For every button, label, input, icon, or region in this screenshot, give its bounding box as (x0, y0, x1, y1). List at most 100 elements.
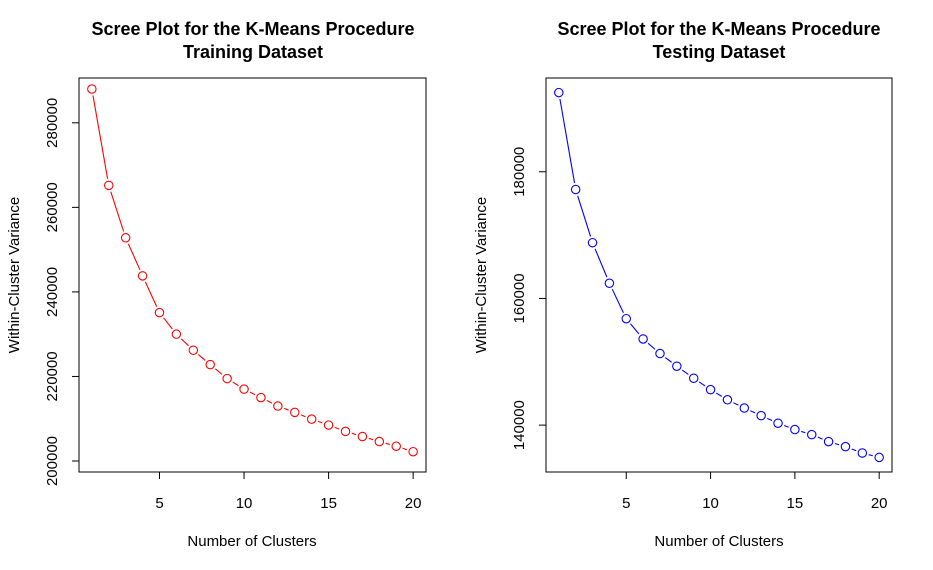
training-series-segment (92, 95, 109, 179)
training-series-segment (180, 338, 189, 347)
training-data-point (120, 233, 131, 243)
training-data-point (340, 426, 351, 437)
testing-series-segment (851, 448, 857, 452)
testing-x-axis: 5 10 15 20 (622, 471, 888, 512)
training-data-point (408, 446, 418, 457)
training-series (87, 84, 418, 457)
training-series-segment (232, 381, 239, 387)
training-y-tick-label: 220000 (44, 351, 61, 401)
training-data-point (87, 84, 97, 94)
training-series-segment (317, 420, 323, 424)
testing-x-tick-label: 15 (787, 495, 804, 512)
testing-series-segment (868, 454, 873, 457)
testing-y-tick-label: 180000 (511, 147, 528, 197)
testing-series-segment (801, 430, 806, 434)
training-series-segment (249, 391, 256, 396)
testing-x-tick-label: 5 (622, 495, 630, 512)
testing-series-segment (630, 323, 640, 335)
training-y-tick-label: 280000 (44, 98, 61, 148)
testing-plot-frame (545, 77, 893, 473)
testing-series-segment (715, 392, 723, 397)
testing-data-point (638, 334, 648, 344)
testing-data-point (840, 441, 851, 452)
training-data-point (137, 271, 148, 281)
training-x-axis: 5 10 15 20 (155, 471, 422, 512)
testing-data-point (739, 403, 750, 413)
training-data-point (154, 307, 165, 318)
testing-data-point (857, 448, 868, 458)
testing-x-tick-label: 10 (702, 495, 719, 512)
training-series-segment (385, 442, 391, 445)
testing-data-point (756, 410, 766, 421)
training-series-segment (214, 368, 223, 375)
training-y-tick-label: 260000 (44, 182, 61, 232)
training-series-segment (334, 426, 340, 430)
testing-series-segment (834, 442, 840, 446)
training-data-point (205, 359, 215, 370)
testing-data-point (688, 373, 699, 384)
testing-data-point (655, 348, 665, 359)
training-series-segment (110, 191, 125, 232)
testing-series-segment (611, 288, 624, 313)
testing-series-segment (664, 357, 672, 363)
training-chart-panel: Scree Plot for the K-Means Procedure Tra… (6, 19, 427, 550)
training-chart-title: Scree Plot for the K-Means Procedure (91, 19, 414, 39)
training-data-point (273, 401, 283, 411)
testing-series-segment (817, 436, 823, 440)
testing-data-point (823, 436, 834, 447)
testing-data-point (705, 384, 716, 395)
testing-y-tick-label: 160000 (511, 273, 528, 323)
training-x-axis-label: Number of Clusters (187, 533, 316, 550)
testing-series-segment (733, 402, 739, 406)
training-series-segment (300, 414, 306, 418)
testing-x-tick-label: 20 (871, 495, 888, 512)
training-x-tick-label: 5 (155, 495, 163, 512)
testing-series-segment (698, 381, 706, 387)
training-data-point (171, 329, 182, 339)
training-plot-frame (78, 77, 427, 473)
testing-y-axis: 140000 160000 180000 (511, 147, 547, 450)
training-series-segment (144, 281, 158, 307)
training-series-segment (283, 407, 289, 411)
training-y-axis-label: Within-Cluster Variance (6, 197, 23, 353)
testing-series-segment (647, 342, 656, 350)
testing-series-segment (559, 98, 576, 184)
training-x-tick-label: 20 (405, 495, 422, 512)
testing-chart-subtitle: Testing Dataset (653, 42, 786, 62)
training-data-point (374, 436, 385, 447)
testing-data-point (773, 418, 783, 428)
testing-series-segment (594, 248, 608, 278)
training-data-point (239, 384, 249, 394)
training-series-segment (351, 432, 357, 436)
testing-data-point (806, 429, 817, 440)
training-x-tick-label: 10 (236, 495, 253, 512)
training-y-tick-label: 200000 (44, 436, 61, 486)
testing-data-point (554, 87, 564, 98)
testing-series-segment (681, 369, 689, 375)
testing-x-axis-label: Number of Clusters (654, 533, 783, 550)
testing-series (554, 87, 884, 463)
testing-data-point (570, 184, 581, 195)
training-data-point (323, 420, 334, 430)
training-data-point (391, 441, 401, 451)
testing-data-point (722, 395, 733, 405)
testing-data-point (621, 313, 632, 324)
training-data-point (306, 414, 317, 424)
training-series-segment (163, 317, 173, 330)
training-series-segment (368, 437, 374, 441)
testing-data-point (604, 278, 615, 288)
training-data-point (188, 345, 199, 355)
training-series-segment (197, 354, 206, 361)
testing-chart-title: Scree Plot for the K-Means Procedure (557, 19, 880, 39)
training-data-point (104, 180, 114, 191)
training-series-segment (266, 400, 273, 404)
training-data-point (357, 431, 368, 442)
testing-series-segment (750, 410, 756, 414)
testing-data-point (790, 424, 800, 435)
training-data-point (290, 407, 300, 418)
training-series-segment (127, 243, 141, 271)
testing-series-segment (766, 417, 773, 422)
testing-y-axis-label: Within-Cluster Variance (473, 197, 490, 353)
training-chart-subtitle: Training Dataset (183, 42, 323, 62)
training-x-tick-label: 15 (320, 495, 337, 512)
